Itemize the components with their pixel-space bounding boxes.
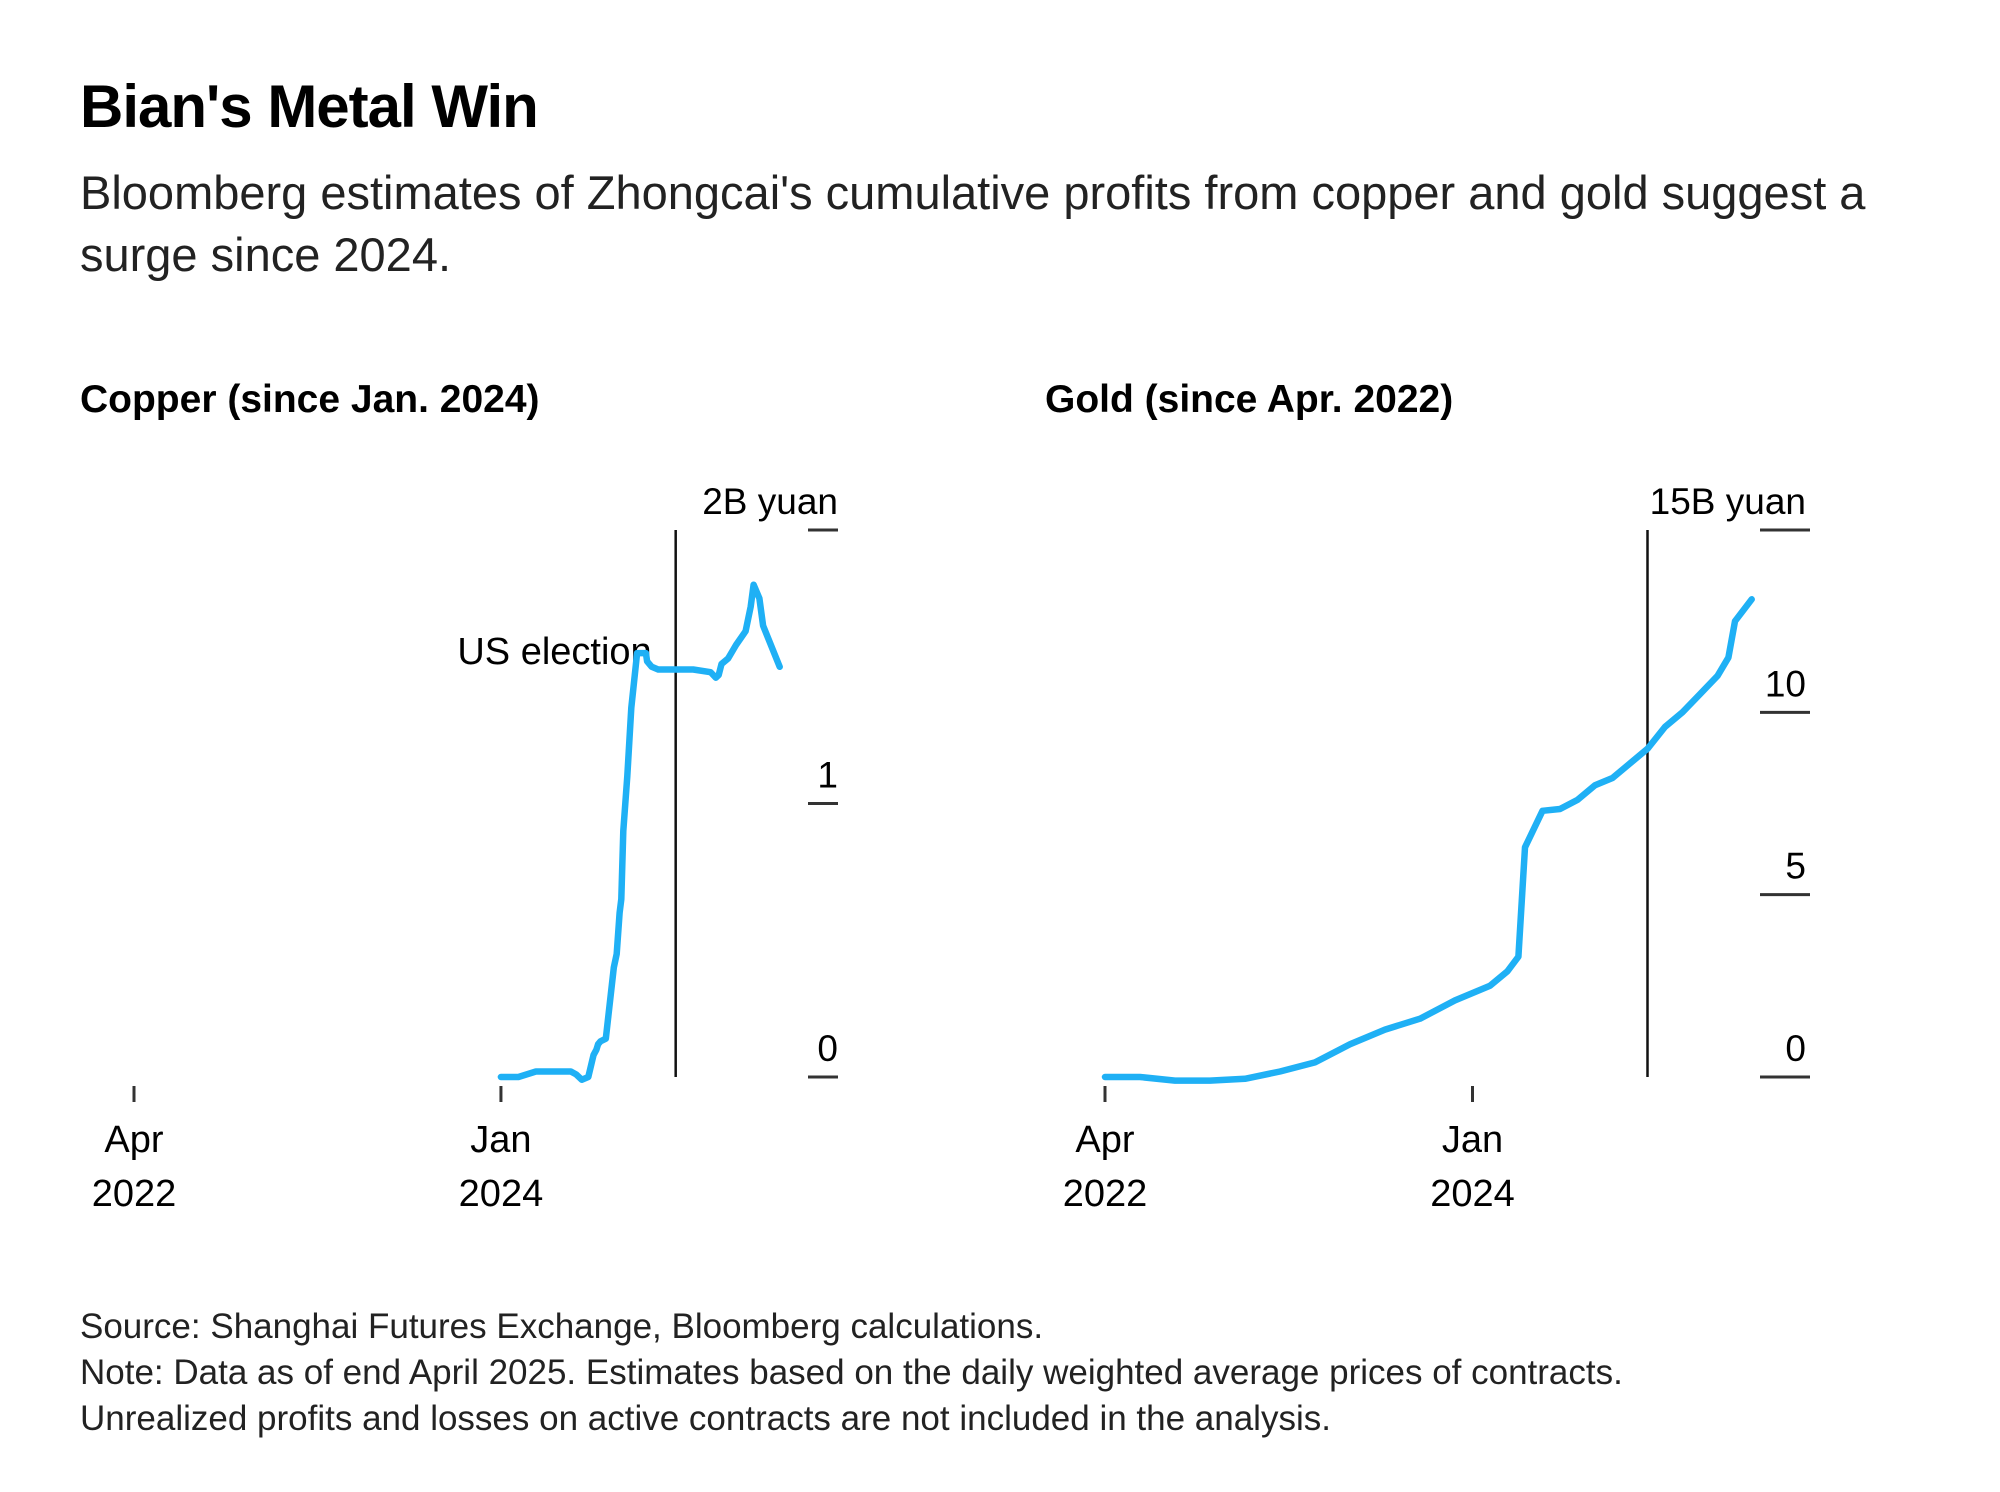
x-tick-label-month: Apr xyxy=(104,1119,163,1161)
source-note: Source: Shanghai Futures Exchange, Bloom… xyxy=(80,1307,1044,1346)
y-tick-label: 10 xyxy=(1765,663,1806,704)
y-tick-label: 5 xyxy=(1785,846,1806,887)
gold-panel-title: Gold (since Apr. 2022) xyxy=(1045,378,1454,421)
chart-footer: Source: Shanghai Futures Exchange, Bloom… xyxy=(80,1304,1623,1442)
x-tick-label-year: 2024 xyxy=(1430,1173,1515,1215)
x-tick-label-year: 2022 xyxy=(92,1173,177,1215)
data-note-2: Unrealized profits and losses on active … xyxy=(80,1399,1331,1438)
x-tick-label-month: Apr xyxy=(1075,1119,1134,1161)
y-tick-label: 1 xyxy=(817,755,838,796)
y-tick-label: 15B yuan xyxy=(1650,481,1806,522)
copper-chart: 0 1 2B yuan Apr 2022 Jan 2024 US election xyxy=(92,481,838,1215)
y-tick-label: 0 xyxy=(1785,1028,1806,1069)
event-label: US election xyxy=(457,631,651,673)
y-tick-label: 2B yuan xyxy=(702,481,838,522)
chart-subtitle: Bloomberg estimates of Zhongcai's cumula… xyxy=(80,166,1866,281)
y-tick-label: 0 xyxy=(817,1028,838,1069)
series-line xyxy=(1101,596,1755,1084)
x-tick-label-month: Jan xyxy=(1442,1119,1503,1161)
x-tick-label-year: 2024 xyxy=(459,1173,544,1215)
series-line xyxy=(497,581,783,1083)
x-tick-label-year: 2022 xyxy=(1063,1173,1148,1215)
copper-panel-title: Copper (since Jan. 2024) xyxy=(80,378,540,421)
x-tick-label-month: Jan xyxy=(470,1119,531,1161)
gold-chart: 0 5 10 15B yuan Apr 2022 Jan 2024 xyxy=(1063,481,1810,1215)
chart-title: Bian's Metal Win xyxy=(80,73,539,140)
data-note: Note: Data as of end April 2025. Estimat… xyxy=(80,1353,1623,1392)
